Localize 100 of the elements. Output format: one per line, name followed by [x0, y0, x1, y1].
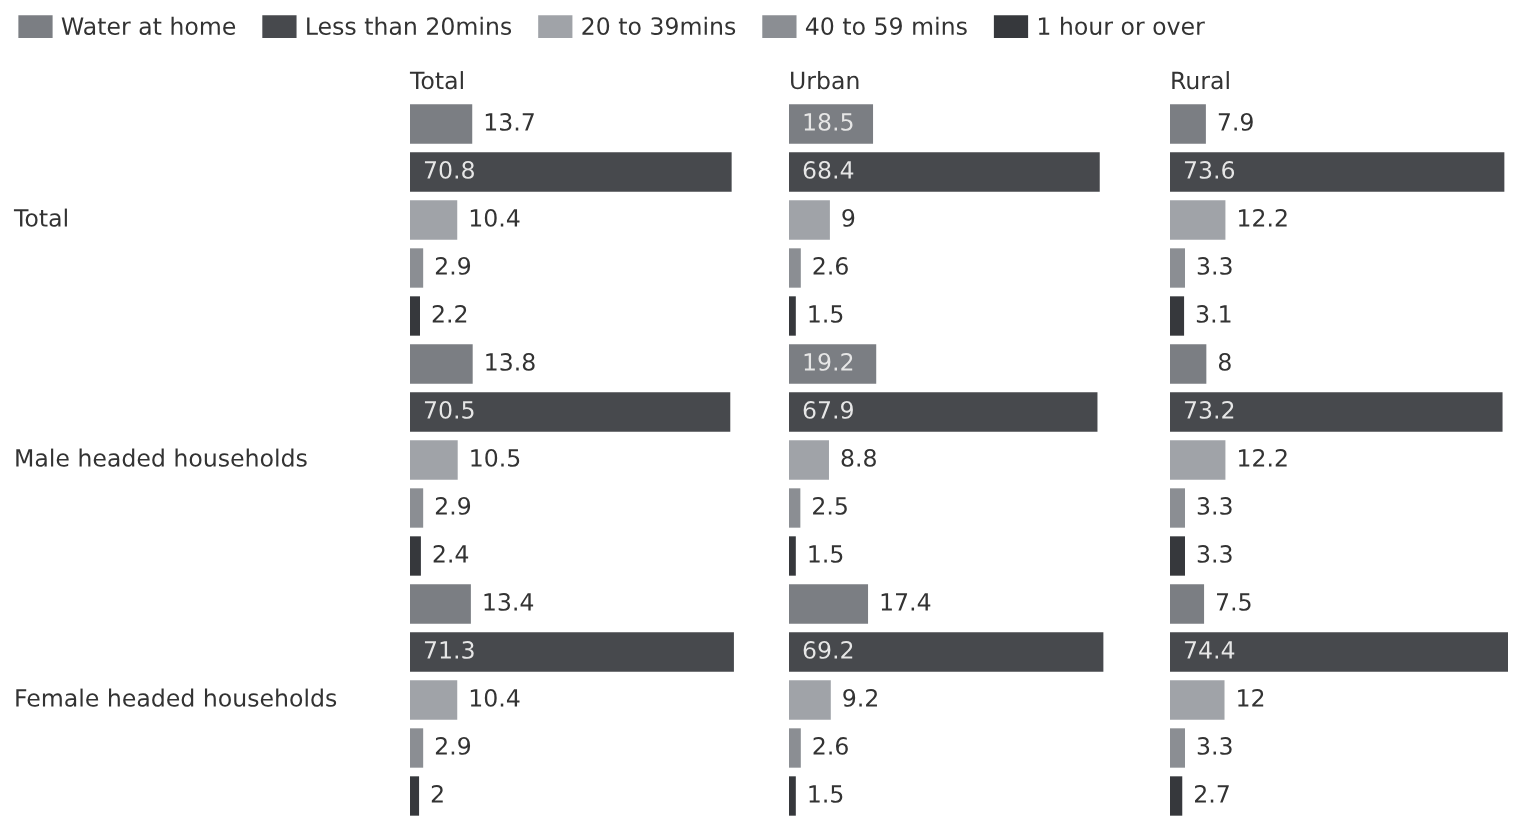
data-label: 9 [842, 208, 855, 227]
data-label: 70.8 [424, 160, 474, 179]
bar [789, 440, 829, 480]
bar [789, 248, 801, 288]
data-label: 3.3 [1197, 496, 1232, 515]
bar [789, 104, 874, 144]
bar [1170, 536, 1185, 576]
bar [410, 632, 734, 672]
data-label: 2 [431, 784, 443, 803]
data-label: 71.3 [424, 640, 474, 659]
bar [410, 344, 473, 384]
y-tick-label: Male headed households [16, 448, 307, 467]
data-label: 74.4 [1184, 641, 1235, 659]
bar [1170, 152, 1505, 192]
bar [1170, 248, 1185, 288]
bar [1170, 296, 1185, 336]
bar [1170, 440, 1226, 480]
chart-title: Rural [1172, 71, 1229, 90]
chart-title: Total [409, 71, 463, 90]
bar [1170, 728, 1185, 768]
data-label: 3.3 [1197, 736, 1232, 755]
bar [1170, 632, 1508, 672]
bar [410, 680, 458, 720]
bar [789, 680, 831, 720]
data-label: 13.7 [485, 112, 534, 131]
data-label: 12.2 [1239, 448, 1287, 467]
bar [789, 776, 796, 816]
legend-label: 20 to 39mins [582, 16, 736, 36]
data-label: 8 [1218, 352, 1231, 371]
data-label: 1.5 [809, 305, 843, 323]
bar [410, 536, 421, 576]
y-tick-label: Total [13, 208, 67, 227]
bar [1170, 584, 1205, 624]
bar [410, 776, 420, 816]
bar [410, 392, 731, 432]
data-label: 10.4 [470, 208, 520, 227]
data-label: 8.8 [841, 448, 876, 467]
bar [789, 728, 801, 768]
chart-title: Urban [791, 71, 859, 90]
data-label: 2.9 [435, 256, 471, 275]
bar [410, 152, 732, 192]
data-label: 18.5 [804, 112, 853, 131]
bar [1170, 776, 1183, 816]
data-label: 1.5 [809, 785, 843, 803]
bar [789, 344, 877, 384]
bar [1170, 392, 1503, 432]
data-label: 2.9 [435, 736, 471, 755]
data-label: 73.6 [1184, 160, 1235, 179]
bar [410, 104, 473, 144]
bar [1170, 488, 1185, 528]
bar [410, 296, 420, 336]
data-label: 13.8 [486, 352, 535, 371]
bar [410, 440, 458, 480]
data-label: 68.4 [803, 160, 854, 179]
data-label: 9.2 [843, 688, 877, 707]
data-label: 2.6 [813, 736, 848, 755]
data-label: 73.2 [1184, 400, 1234, 419]
bar [789, 536, 796, 576]
data-label: 10.5 [471, 448, 520, 467]
data-label: 1.5 [809, 545, 843, 563]
bar [789, 392, 1098, 432]
data-label: 10.4 [470, 688, 520, 707]
data-label: 2.4 [433, 544, 469, 563]
y-tick-label: Female headed households [16, 688, 337, 707]
bar [789, 632, 1104, 672]
data-label: 3.3 [1197, 256, 1232, 275]
data-label: 7.5 [1217, 593, 1251, 611]
legend-label: 40 to 59 mins [805, 16, 967, 36]
bar [1170, 680, 1225, 720]
bar [789, 296, 796, 336]
bar [1170, 104, 1206, 144]
bar [789, 152, 1100, 192]
data-label: 2.7 [1195, 784, 1229, 803]
bar [410, 248, 424, 288]
data-label: 12.2 [1239, 208, 1287, 227]
data-label: 70.5 [424, 400, 474, 419]
data-label: 2.9 [435, 496, 471, 515]
bar [410, 200, 458, 240]
bar [410, 488, 424, 528]
bar [789, 584, 869, 624]
data-label: 67.9 [803, 400, 853, 419]
bar [410, 584, 471, 624]
data-label: 3.3 [1197, 544, 1232, 563]
data-label: 13.4 [484, 592, 534, 611]
data-label: 2.5 [813, 496, 847, 515]
bar [789, 200, 830, 240]
data-label: 2.6 [813, 256, 848, 275]
data-label: 3.1 [1196, 304, 1231, 323]
bar [789, 488, 801, 528]
data-label: 69.2 [803, 640, 853, 659]
bar [410, 728, 424, 768]
data-label: 19.2 [804, 352, 853, 371]
data-label: 7.9 [1218, 112, 1253, 131]
legend-label: Less than 20mins [307, 16, 512, 36]
data-label: 17.4 [881, 593, 931, 611]
bar [1170, 200, 1226, 240]
data-label: 12 [1238, 688, 1264, 707]
bar [1170, 344, 1207, 384]
data-label: 2.2 [432, 304, 467, 323]
legend-label: Water at home [61, 16, 236, 36]
